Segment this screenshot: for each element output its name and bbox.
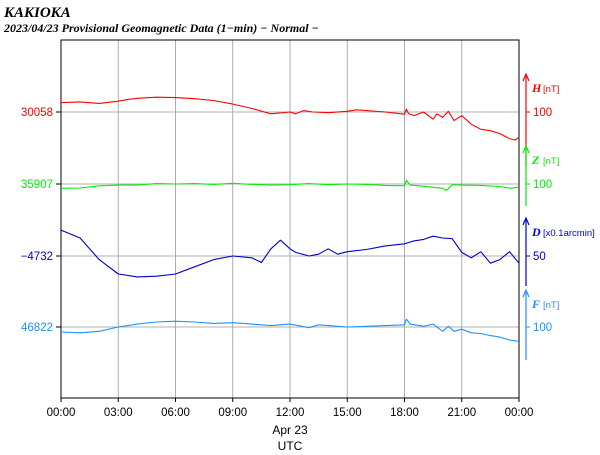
base-value-D: −4732	[21, 251, 53, 263]
component-symbol-H: H	[531, 81, 542, 95]
component-unit-D: [x0.1arcmin]	[543, 228, 595, 239]
station-name: KAKIOKA	[3, 5, 71, 21]
x-tick-label: 21:00	[447, 407, 476, 419]
x-tick-label: 06:00	[161, 407, 190, 419]
base-value-F: 46822	[21, 322, 53, 334]
series-group	[60, 96, 520, 342]
component-unit-F: [nT]	[543, 300, 559, 311]
component-symbol-F: F	[531, 297, 540, 311]
scale-arrow-head-H	[522, 72, 530, 82]
component-unit-H: [nT]	[543, 84, 559, 95]
scale-label-Z: 100	[533, 179, 552, 191]
x-date-label: Apr 23	[272, 423, 308, 437]
scale-label-D: 50	[533, 251, 546, 263]
x-tick-label: 18:00	[390, 407, 419, 419]
component-symbol-Z: Z	[531, 153, 540, 167]
x-tick-label: 00:00	[505, 407, 534, 419]
x-tick-label: 09:00	[218, 407, 247, 419]
scale-arrow-head-D	[522, 216, 530, 226]
base-value-labels: 30058 35907 −4732 46822	[21, 107, 61, 334]
grid	[61, 40, 519, 398]
x-axis-label: UTC	[278, 439, 303, 453]
scale-label-H: 100	[533, 107, 552, 119]
series-line-H	[60, 96, 520, 141]
base-value-H: 30058	[21, 107, 53, 119]
x-tick-label: 15:00	[333, 407, 362, 419]
x-tick-label: 00:00	[47, 407, 76, 419]
x-tick-label: 03:00	[104, 407, 133, 419]
base-value-Z: 35907	[21, 179, 53, 191]
scale-label-F: 100	[533, 322, 552, 334]
x-tick-labels: 00:00 03:00 06:00 09:00 12:00 15:00 18:00 21:00…	[47, 398, 534, 419]
component-unit-Z: [nT]	[543, 156, 559, 167]
component-symbol-D: D	[531, 225, 541, 239]
scale-arrow-head-F	[522, 288, 530, 298]
scale-arrow-head-Z	[522, 144, 530, 154]
chart-subtitle: 2023/04/23 Provisional Geomagnetic Data …	[3, 21, 319, 35]
series-line-D	[60, 229, 520, 278]
series-line-F	[60, 318, 520, 342]
series-line-Z	[60, 179, 520, 192]
x-tick-label: 12:00	[276, 407, 305, 419]
